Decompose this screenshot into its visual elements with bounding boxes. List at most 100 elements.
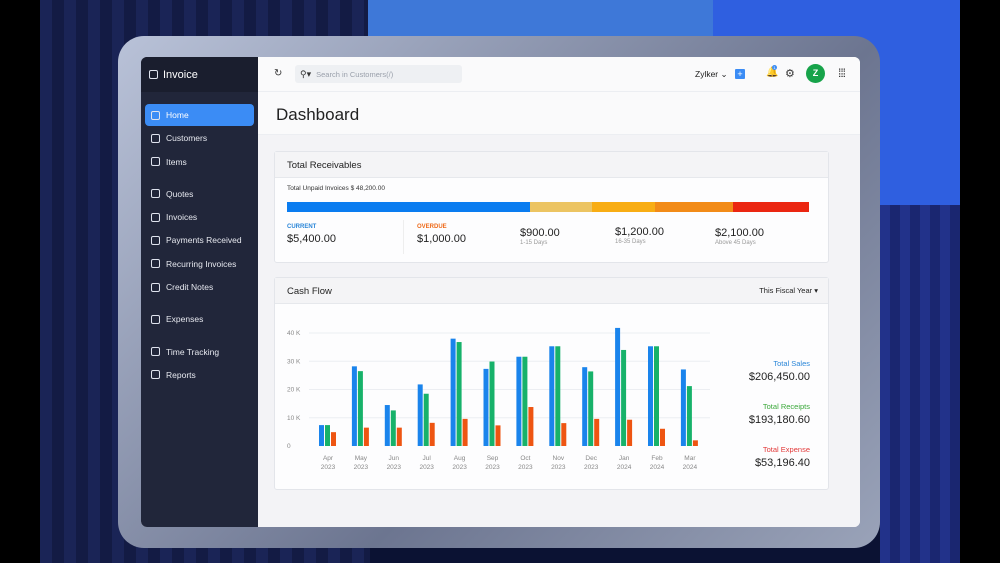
period-value: This Fiscal Year [759, 286, 813, 295]
sidebar-item-items[interactable]: Items [145, 151, 254, 173]
x-tick-year: 2024 [650, 464, 665, 471]
sidebar-item-home[interactable]: Home [145, 104, 254, 126]
org-name: Zylker [695, 69, 719, 79]
x-tick-year: 2024 [683, 464, 698, 471]
bar[interactable] [686, 386, 692, 446]
x-tick-month: Sep [487, 455, 499, 462]
bar[interactable] [648, 346, 653, 446]
bar[interactable] [384, 405, 390, 446]
bar[interactable] [456, 342, 462, 446]
bar[interactable] [528, 407, 534, 446]
x-tick-month: Jan [619, 455, 630, 462]
bucket-range: 16-35 Days [615, 239, 646, 245]
x-tick-month: Feb [651, 455, 663, 462]
bar[interactable] [325, 425, 330, 446]
sidebar-item-credit-notes[interactable]: Credit Notes [145, 276, 254, 298]
page-title: Dashboard [258, 92, 860, 135]
sidebar-item-payments-received[interactable]: Payments Received [145, 229, 254, 251]
settings-gear-icon[interactable]: ⚙ [785, 68, 795, 80]
bar[interactable] [319, 425, 324, 446]
bar[interactable] [561, 423, 567, 446]
bar[interactable] [522, 356, 528, 446]
bar[interactable] [555, 346, 561, 446]
bucket-1-15[interactable]: $900.00 1-15 Days [520, 227, 560, 246]
sidebar-item-label: Items [166, 156, 187, 167]
topbar: ↻ ⚲▾ Search in Customers(/) Zylker ⌄ + 🔔 1… [258, 57, 860, 92]
app-screen: Invoice Home Customers Items Quotes Invoices… [141, 57, 860, 527]
bucket-above-45[interactable]: $2,100.00 Above 45 Days [715, 227, 764, 246]
bar[interactable] [582, 367, 588, 446]
bar[interactable] [516, 356, 522, 446]
x-tick-month: Jul [423, 455, 432, 462]
bar[interactable] [483, 368, 489, 446]
bar[interactable] [692, 440, 698, 446]
sidebar-item-expenses[interactable]: Expenses [145, 308, 254, 330]
bar[interactable] [429, 422, 435, 446]
bar[interactable] [396, 427, 402, 446]
bar[interactable] [450, 338, 456, 446]
credit-note-icon [151, 282, 160, 292]
bar[interactable] [621, 349, 627, 446]
bar[interactable] [549, 346, 555, 446]
receivables-segment[interactable] [592, 202, 656, 212]
app-brand[interactable]: Invoice [141, 57, 258, 92]
current-receivable: CURRENT $5,400.00 [287, 224, 336, 245]
sidebar-item-quotes[interactable]: Quotes [145, 183, 254, 205]
recent-history-icon[interactable]: ↻ [274, 68, 283, 79]
sidebar-item-customers[interactable]: Customers [145, 127, 254, 149]
search-icon[interactable]: ⚲▾ [300, 68, 312, 79]
bar[interactable] [594, 418, 600, 446]
x-tick-year: 2023 [354, 464, 369, 471]
x-tick-year: 2023 [321, 464, 336, 471]
y-tick-label: 40 K [287, 330, 301, 337]
bar[interactable] [660, 428, 665, 446]
app-grid-icon[interactable]: ⁞⁞⁞ [838, 66, 846, 80]
bar[interactable] [417, 384, 423, 446]
bar[interactable] [331, 432, 336, 446]
bar[interactable] [423, 393, 429, 446]
bar[interactable] [495, 425, 501, 446]
x-tick-year: 2023 [518, 464, 533, 471]
bar[interactable] [390, 410, 396, 446]
sidebar-item-reports[interactable]: Reports [145, 364, 254, 386]
sidebar-nav: Home Customers Items Quotes Invoices Payments… [141, 92, 258, 399]
unpaid-label: Total Unpaid Invoices [287, 185, 349, 192]
bar[interactable] [357, 371, 363, 446]
notification-bell-icon[interactable]: 🔔 1 [766, 65, 779, 78]
receivables-segment[interactable] [287, 202, 530, 212]
bucket-range: 1-15 Days [520, 240, 548, 246]
sidebar-item-label: Reports [166, 369, 196, 380]
payment-icon [151, 235, 160, 245]
sidebar-item-time-tracking[interactable]: Time Tracking [145, 341, 254, 363]
bar[interactable] [351, 366, 357, 446]
bar[interactable] [489, 361, 495, 446]
x-tick-year: 2023 [485, 464, 500, 471]
bar[interactable] [627, 419, 633, 446]
bar[interactable] [654, 346, 659, 446]
receivables-segment[interactable] [655, 202, 734, 212]
org-switcher[interactable]: Zylker ⌄ [695, 69, 728, 79]
search-input[interactable]: ⚲▾ Search in Customers(/) [295, 65, 462, 83]
quote-icon [151, 189, 160, 199]
cashflow-chart: 0 10 K 20 K 30 K 40 K Apr 2023 May 2023 Jun 2023 Ju… [287, 327, 710, 471]
receivables-card: Total Receivables Total Unpaid Invoices … [274, 151, 829, 263]
sidebar-item-recurring-invoices[interactable]: Recurring Invoices [145, 253, 254, 275]
y-tick-label: 0 [287, 443, 291, 450]
sidebar-item-invoices[interactable]: Invoices [145, 206, 254, 228]
x-tick-year: 2023 [419, 464, 434, 471]
bar[interactable] [462, 418, 468, 446]
total-sales-label: Total Sales [773, 359, 810, 368]
receivables-segment[interactable] [733, 202, 809, 212]
total-expense: Total Expense $53,196.40 [755, 445, 810, 469]
avatar[interactable]: Z [806, 64, 825, 83]
bucket-16-35[interactable]: $1,200.00 16-35 Days [615, 226, 664, 245]
receivables-segment[interactable] [529, 202, 593, 212]
quick-create-button[interactable]: + [735, 69, 745, 79]
period-dropdown[interactable]: This Fiscal Year ▾ [759, 286, 818, 295]
home-icon [151, 110, 160, 120]
bar[interactable] [588, 371, 594, 446]
total-receipts: Total Receipts $193,180.60 [749, 402, 810, 426]
bar[interactable] [363, 427, 369, 446]
bar[interactable] [615, 327, 621, 446]
bar[interactable] [680, 369, 686, 446]
